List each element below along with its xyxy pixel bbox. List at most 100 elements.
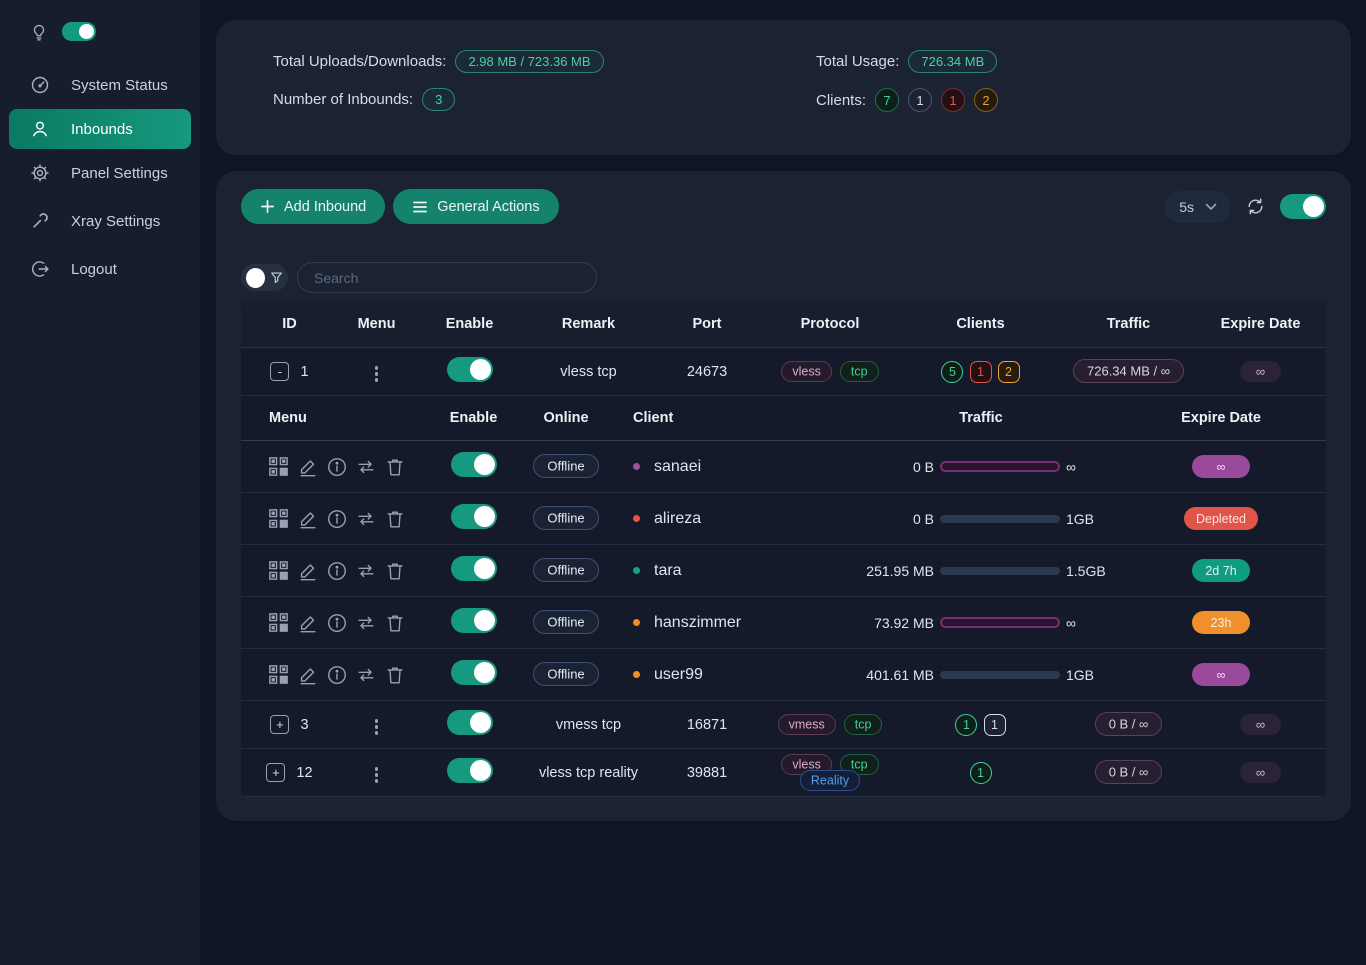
qr-code-icon[interactable] [267,455,290,478]
clients-count-deactive: 1 [908,88,933,112]
delete-icon[interactable] [384,664,406,686]
info-icon[interactable] [326,612,348,634]
client-color-dot [633,619,640,626]
client-row: Offline hanszimmer 73.92 MB ∞ 23h [241,597,1326,649]
table-header: ID Menu Enable Remark Port Protocol Clie… [241,301,1326,348]
online-status-badge: Offline [533,454,599,478]
client-enable-toggle[interactable] [450,555,497,581]
filter-toggle[interactable] [241,264,288,291]
reset-traffic-icon[interactable] [355,664,377,686]
expand-row-button[interactable]: + [270,715,290,734]
inbound-enable-toggle[interactable] [446,710,493,735]
transport-badge: tcp [839,754,879,775]
clients-subtable: Menu Enable Online Client Traffic Expire… [241,396,1326,701]
delete-icon[interactable] [384,508,406,530]
bulb-icon [30,23,48,41]
edit-icon[interactable] [297,456,319,478]
delete-icon[interactable] [384,456,406,478]
row-menu-button[interactable] [371,362,383,386]
inbound-traffic-badge: 0 B / ∞ [1094,712,1163,736]
inbound-enable-toggle[interactable] [446,357,493,382]
sidebar-item-label: Panel Settings [71,164,168,182]
info-icon[interactable] [326,560,348,582]
toolbar: Add Inbound General Actions 5s [241,189,1326,224]
refresh-interval-select[interactable]: 5s [1165,190,1231,223]
qr-code-icon[interactable] [267,663,290,686]
edit-icon[interactable] [297,508,319,530]
sidebar-item-logout[interactable]: Logout [0,245,200,293]
edit-icon[interactable] [297,664,319,686]
search-row [241,262,1326,293]
sidebar-item-system-status[interactable]: System Status [0,61,200,109]
inbound-enable-toggle[interactable] [446,758,493,783]
chevron-down-icon [1205,203,1217,211]
delete-icon[interactable] [384,612,406,634]
reset-traffic-icon[interactable] [355,560,377,582]
inbound-row: + 3 vmess tcp 16871 vmess tcp 1 1 0 B / … [241,701,1326,749]
online-status-badge: Offline [533,662,599,686]
client-enable-toggle[interactable] [450,659,497,685]
inbound-row: - 1 vless tcp 24673 vless tcp 5 1 2 726.… [241,348,1326,396]
client-name: tara [654,561,682,579]
traffic-used: 0 B [912,458,934,475]
traffic-bar [940,514,1060,523]
auto-refresh-toggle[interactable] [1280,194,1326,219]
traffic-limit: 1.5GB [1066,562,1106,579]
client-expire-badge: ∞ [1192,663,1250,686]
total-usage-value: 726.34 MB [908,50,998,73]
client-row: Offline user99 401.61 MB 1GB ∞ [241,649,1326,701]
info-icon[interactable] [326,664,348,686]
inbound-id: 3 [300,716,309,733]
client-enable-toggle[interactable] [450,451,497,477]
client-name: sanaei [654,457,702,475]
delete-icon[interactable] [384,560,406,582]
client-expire-badge: 2d 7h [1192,559,1250,582]
sidebar-item-label: System Status [71,76,168,94]
add-inbound-button[interactable]: Add Inbound [241,189,386,224]
qr-code-icon[interactable] [267,507,290,530]
inbound-port: 39881 [686,764,728,781]
refresh-icon[interactable] [1246,197,1265,216]
clients-active-count: 1 [969,761,992,784]
inbounds-count-value: 3 [422,88,456,111]
theme-toggle[interactable] [62,22,96,41]
client-enable-toggle[interactable] [450,503,497,529]
sidebar-item-label: Inbounds [71,120,133,138]
inbound-remark: vmess tcp [555,716,622,733]
main-content: Total Uploads/Downloads: 2.98 MB / 723.3… [200,0,1366,965]
inbound-expire-badge: ∞ [1239,761,1282,783]
clients-expiring-count: 2 [997,360,1020,383]
reality-badge: Reality [799,770,861,791]
expand-row-button[interactable]: + [266,763,286,782]
qr-code-icon[interactable] [267,611,290,634]
sidebar-item-xray-settings[interactable]: Xray Settings [0,197,200,245]
sidebar-item-inbounds[interactable]: Inbounds [9,109,191,149]
row-menu-button[interactable] [371,763,383,787]
reset-traffic-icon[interactable] [355,612,377,634]
reset-traffic-icon[interactable] [355,508,377,530]
traffic-used: 251.95 MB [866,562,934,579]
client-enable-toggle[interactable] [450,607,497,633]
info-icon[interactable] [326,456,348,478]
collapse-row-button[interactable]: - [270,362,290,381]
traffic-limit: 1GB [1066,510,1095,527]
qr-code-icon[interactable] [267,559,290,582]
sidebar-nav: System Status Inbounds Panel Settings [0,61,200,293]
total-uploads-label: Total Uploads/Downloads: [273,53,447,70]
inbound-remark: vless tcp reality [538,764,639,781]
edit-icon[interactable] [297,560,319,582]
search-input[interactable] [297,262,597,293]
traffic-bar [940,461,1060,472]
client-color-dot [633,515,640,522]
sidebar-item-panel-settings[interactable]: Panel Settings [0,149,200,197]
subtable-header: Menu Enable Online Client Traffic Expire… [241,396,1326,441]
logout-icon [30,259,50,279]
info-icon[interactable] [326,508,348,530]
reset-traffic-icon[interactable] [355,456,377,478]
row-menu-button[interactable] [371,715,383,739]
menu-lines-icon [412,200,428,214]
user-icon [30,119,50,139]
general-actions-button[interactable]: General Actions [393,189,559,224]
edit-icon[interactable] [297,612,319,634]
clients-label: Clients: [816,91,867,109]
